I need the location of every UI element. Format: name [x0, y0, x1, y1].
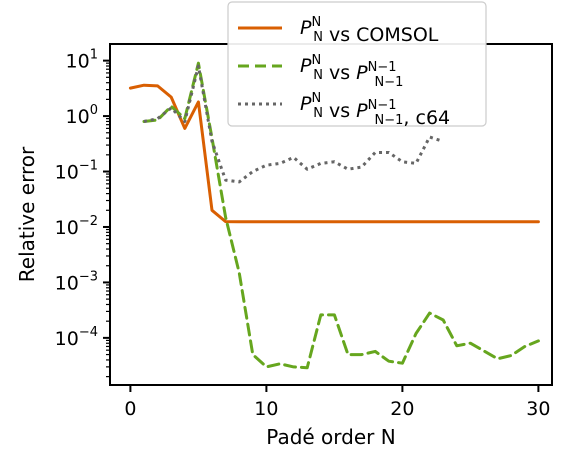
y-tick-label: 10−3	[55, 269, 98, 294]
legend: PN N vs COMSOL PN N vs PN−1 N−1PN N vs PN−1 N−…	[227, 1, 487, 129]
x-axis-title: Padé order N	[266, 425, 395, 449]
x-tick-label: 0	[124, 398, 136, 420]
plot-content	[128, 61, 540, 370]
y-tick-label: 10−1	[55, 159, 98, 184]
series-line-3	[143, 64, 444, 184]
legend-label-3: PN N vs PN−1 N−1, c64	[300, 91, 450, 129]
x-axis: 0 10 20 30	[124, 385, 550, 420]
x-tick-label: 10	[254, 398, 278, 420]
legend-label-2: PN N vs PN−1 N−1	[300, 53, 403, 90]
y-tick-label: 101	[66, 48, 98, 73]
legend-box	[227, 1, 487, 127]
legend-entry-2: PN N vs PN−1 N−1	[238, 53, 403, 90]
legend-entry-1: PN N vs COMSOL	[238, 15, 439, 46]
y-tick-label: 10−4	[55, 325, 98, 350]
x-tick-label: 30	[526, 398, 550, 420]
legend-label-1: PN N vs COMSOL	[300, 15, 439, 46]
y-tick-label: 100	[66, 103, 98, 128]
series-line-1	[128, 83, 540, 224]
y-tick-label: 10−2	[55, 214, 98, 239]
legend-entry-3: PN N vs PN−1 N−1, c64	[238, 91, 450, 129]
x-tick-label: 20	[390, 398, 414, 420]
y-axis: 101 100 10−1 10−2 10−3 10−4	[55, 48, 110, 378]
y-axis-title: Relative error	[15, 146, 39, 282]
